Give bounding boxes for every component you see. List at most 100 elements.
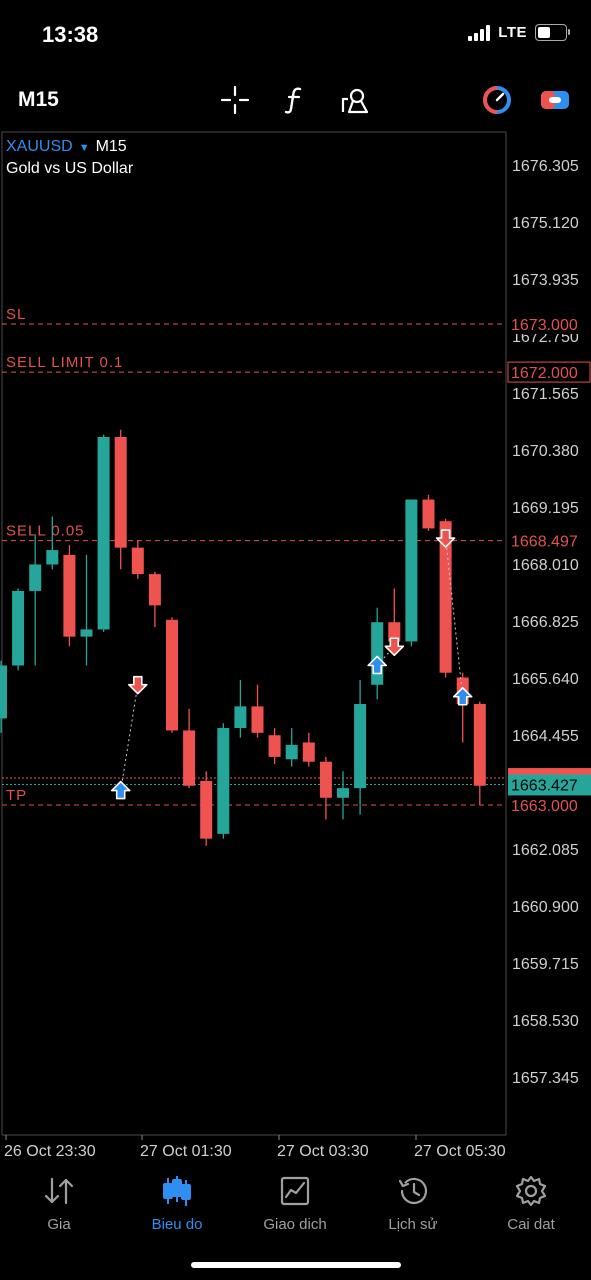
buy-arrow-icon[interactable] <box>367 655 388 675</box>
candle[interactable] <box>200 780 213 839</box>
candle[interactable] <box>371 622 384 685</box>
candle[interactable] <box>148 574 161 606</box>
bid-price-label: 1663.427 <box>511 777 578 794</box>
candle[interactable] <box>0 665 7 719</box>
y-tick-label: 1675.120 <box>512 215 579 232</box>
timeframe-button[interactable]: M15 <box>18 88 59 111</box>
candle[interactable] <box>319 761 332 798</box>
network-type: LTE <box>498 24 527 41</box>
tab-settings[interactable]: Cai dat <box>472 1174 590 1233</box>
home-indicator <box>191 1262 401 1268</box>
y-tick-label: 1659.715 <box>512 956 579 973</box>
tab-label: Lịch sử <box>388 1216 438 1233</box>
battery-icon <box>535 24 570 41</box>
y-tick-label: 1670.380 <box>512 443 579 460</box>
y-tick-label: 1666.825 <box>512 614 579 631</box>
order-level-label: SL <box>6 306 26 323</box>
y-tick-label: 1671.565 <box>512 386 579 403</box>
candle[interactable] <box>268 735 281 757</box>
candle[interactable] <box>285 744 298 760</box>
sell-arrow-icon[interactable] <box>384 637 405 657</box>
indicator-toggle-icon[interactable] <box>481 84 513 116</box>
candle[interactable] <box>80 629 93 637</box>
buy-arrow-icon[interactable] <box>110 780 131 800</box>
chart-toolbar: M15 <box>0 72 591 128</box>
objects-icon[interactable] <box>339 84 371 116</box>
symbol-dropdown-icon[interactable]: ▼ <box>78 142 90 154</box>
x-tick-label: 27 Oct 01:30 <box>140 1143 232 1160</box>
candle[interactable] <box>63 554 76 637</box>
order-level-label: SELL LIMIT 0.1 <box>6 354 123 371</box>
chart-symbol-header[interactable]: XAUUSD ▼ M15 <box>6 138 127 156</box>
buy-arrow-icon[interactable] <box>452 686 473 706</box>
order-level-label: SELL 0.05 <box>6 523 85 540</box>
switch-icon[interactable] <box>539 84 571 116</box>
status-right: LTE <box>468 24 570 41</box>
plot-frame <box>1 131 507 1136</box>
price-chart[interactable]: 1676.305 1675.120 1673.935 1672.750 1671.565… <box>0 130 591 1170</box>
tab-label: Bieu do <box>151 1216 203 1233</box>
tab-quotes[interactable]: Gia <box>0 1174 118 1233</box>
settings-icon <box>472 1174 590 1208</box>
y-tick-label: 1676.305 <box>512 158 579 175</box>
bid-price-box <box>508 774 591 796</box>
price-label-bg <box>508 530 590 551</box>
trade-connector <box>445 537 464 697</box>
y-tick-label: 1662.085 <box>512 842 579 859</box>
status-bar: 13:38 LTE <box>0 0 591 70</box>
order-level-price: 1672.000 <box>511 365 578 382</box>
candle[interactable] <box>12 590 25 666</box>
y-tick-label: 1660.900 <box>512 899 579 916</box>
order-level-price: 1663.000 <box>511 798 578 815</box>
candle[interactable] <box>388 622 401 642</box>
candle[interactable] <box>439 521 452 673</box>
y-tick-label: 1668.010 <box>512 557 579 574</box>
candle[interactable] <box>217 728 230 834</box>
candle[interactable] <box>473 703 486 786</box>
price-label-bg <box>508 794 590 815</box>
candle[interactable] <box>46 550 59 565</box>
candle[interactable] <box>354 703 367 789</box>
history-icon <box>354 1174 472 1208</box>
y-tick-label: 1664.455 <box>512 728 579 745</box>
candle[interactable] <box>29 564 42 591</box>
function-icon[interactable] <box>279 84 311 116</box>
order-level-price: 1668.497 <box>511 534 578 551</box>
tab-trade[interactable]: Giao dich <box>236 1174 354 1233</box>
chart-icon <box>118 1174 236 1208</box>
price-label-bg <box>508 313 590 334</box>
tab-label: Gia <box>47 1216 71 1233</box>
quotes-icon <box>0 1174 118 1208</box>
candle[interactable] <box>166 619 178 731</box>
y-tick-label: 1673.935 <box>512 272 579 289</box>
order-level-price: 1673.000 <box>511 317 578 334</box>
tab-history[interactable]: Lịch sử <box>354 1174 472 1233</box>
order-level-label: TP <box>6 787 27 804</box>
crosshair-icon[interactable] <box>219 84 251 116</box>
candle[interactable] <box>405 499 418 642</box>
chart-canvas[interactable]: 1676.3051675.1201673.9351672.7501671.565… <box>0 130 591 1170</box>
sell-arrow-icon[interactable] <box>435 529 456 548</box>
tab-chart[interactable]: Bieu do <box>118 1174 236 1233</box>
status-time: 13:38 <box>42 22 99 47</box>
candle[interactable] <box>337 788 349 798</box>
candle[interactable] <box>183 730 196 786</box>
tab-label: Giao dich <box>263 1216 327 1233</box>
y-tick-label: 1657.345 <box>512 1070 579 1087</box>
y-tick-label: 1658.530 <box>512 1013 579 1030</box>
candle[interactable] <box>234 706 247 729</box>
sell-arrow-icon[interactable] <box>128 675 148 695</box>
candle[interactable] <box>114 437 127 548</box>
candle[interactable] <box>302 742 315 762</box>
candle[interactable] <box>97 437 110 630</box>
candle[interactable] <box>131 547 144 575</box>
signal-icon <box>468 24 491 41</box>
candle[interactable] <box>422 499 435 529</box>
symbol-timeframe: M15 <box>95 138 127 155</box>
trade-connector <box>120 684 139 791</box>
symbol-name[interactable]: XAUUSD <box>6 138 73 155</box>
candle[interactable] <box>251 706 264 733</box>
x-tick-label: 26 Oct 23:30 <box>4 1143 96 1160</box>
x-tick-label: 27 Oct 03:30 <box>277 1143 369 1160</box>
symbol-description: Gold vs US Dollar <box>6 160 134 177</box>
